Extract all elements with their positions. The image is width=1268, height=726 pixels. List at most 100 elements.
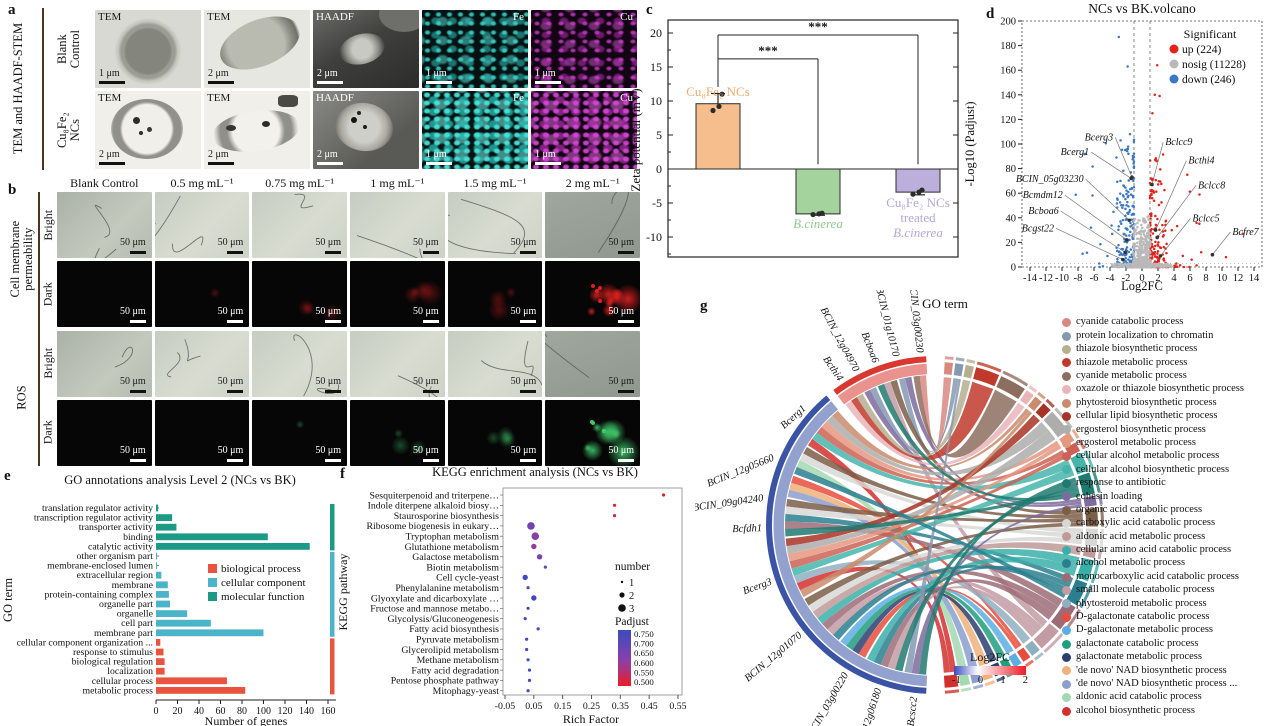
scatter-point (1119, 252, 1123, 255)
go-term-label: D-galactonate metabolic process (1076, 624, 1214, 636)
scatter-point (1151, 112, 1154, 115)
chord-ribbon (851, 381, 994, 461)
scale-bar (324, 320, 341, 323)
go-term-dot (1062, 371, 1071, 381)
chart-title: GO annotations analysis Level 2 (NCs vs … (64, 473, 296, 487)
gene-label: Bcerg3 (1085, 132, 1114, 143)
scale-bar-label: 50 μm (315, 375, 341, 387)
scatter-point (1135, 241, 1139, 244)
image-type-label: TEM (98, 92, 122, 104)
pathway-label: Sesquiterpenoid and triterpene… (370, 490, 500, 501)
debris (147, 127, 152, 132)
log2fc-tick: 2 (1022, 675, 1028, 686)
scale-bar-label: 50 μm (413, 444, 439, 456)
pathway-label: Ribosome biogenesis in eukary… (366, 521, 499, 532)
scatter-point (1131, 194, 1134, 198)
labeled-gene-point (1121, 257, 1125, 262)
scatter-point (1119, 179, 1122, 183)
group-strip (330, 504, 335, 551)
scatter-point (1136, 225, 1139, 229)
brightfield-cell: 50 μm (252, 330, 347, 397)
chord-ribbon (867, 556, 1077, 662)
go-term-dot (1062, 398, 1071, 408)
scatter-point (1147, 230, 1150, 234)
chord-ribbon (870, 378, 959, 455)
scatter-point (1162, 234, 1165, 237)
scatter-point (1115, 156, 1118, 159)
brightfield-cell: 50 μm (545, 192, 640, 258)
scatter-point (1119, 192, 1122, 195)
kegg-dot (536, 554, 543, 560)
kegg-dot (543, 565, 547, 569)
scatter-point (1150, 188, 1153, 192)
pathway-label: Biotin metabolism (426, 562, 499, 573)
scatter-point (1119, 222, 1123, 226)
scatter-point (1132, 152, 1136, 155)
particle (351, 117, 357, 123)
image-type-label: Fe (513, 11, 524, 23)
scatter-point (1163, 188, 1166, 192)
chord-ribbon (898, 378, 956, 452)
legend-item: down (246) (1182, 74, 1236, 86)
scatter-point (1123, 148, 1127, 152)
scatter-point (1124, 263, 1128, 267)
scatter-point (1132, 252, 1136, 256)
scatter-point (1117, 225, 1121, 228)
scatter-point (1157, 203, 1161, 207)
fluorescence-blob (592, 422, 602, 433)
scatter-point (1132, 160, 1136, 163)
scatter-point (1139, 229, 1143, 232)
kegg-dot (525, 637, 529, 641)
term-arc (1077, 472, 1095, 496)
scatter-point (1128, 234, 1131, 237)
scatter-point (1146, 259, 1149, 263)
go-term-dot (1062, 545, 1071, 555)
log2fc-legend-title: Log2FC (969, 650, 1010, 664)
brightfield-cell: 50 μm (154, 330, 250, 397)
scatter-point (1175, 262, 1178, 265)
scatter-point (1113, 264, 1117, 267)
category-label: localization (107, 666, 153, 677)
category-label: cell part (121, 618, 153, 629)
data-point (810, 211, 816, 218)
scatter-point (1147, 229, 1150, 232)
scatter-point (1125, 192, 1128, 196)
scatter-point (1132, 259, 1135, 263)
scale-bar-label: 1 μm (426, 68, 447, 79)
colorbar-tick: 0.750 (634, 629, 654, 639)
scatter-point (1136, 248, 1139, 252)
scatter-point (1175, 265, 1179, 269)
scale-bar-label: 50 μm (120, 375, 146, 387)
go-term-label: protein localization to chromatin (1076, 329, 1214, 341)
go-bar (156, 533, 268, 541)
scatter-point (1117, 228, 1120, 231)
bar-label-2: B.cinerea (893, 225, 943, 240)
x-tick: 14 (1249, 273, 1260, 284)
fluorescence-cell: 50 μm (57, 261, 152, 327)
colorbar-tick: 0.700 (634, 639, 654, 649)
scatter-point (1139, 254, 1142, 257)
scatter-point (1164, 229, 1167, 232)
fluorescence-blob (486, 430, 501, 446)
scatter-point (1124, 256, 1128, 260)
go-term-legend-item: cellular amino acid catabolic process (1062, 544, 1244, 557)
up-gene-arc (833, 356, 927, 395)
legend-swatch (208, 564, 217, 573)
scatter-point (1156, 256, 1160, 260)
y-tick: 60 (1006, 189, 1017, 200)
go-term-legend-item: protein localization to chromatin (1062, 329, 1244, 342)
scatter-point (1132, 138, 1136, 142)
scale-bar-label: 50 μm (510, 306, 537, 317)
kegg-dot (527, 522, 535, 530)
x-tick: -0.05 (495, 701, 516, 712)
scale-bar (324, 458, 341, 462)
fluorescence-blob (394, 429, 403, 438)
scale-bar (520, 251, 537, 254)
go-term-dot (1062, 666, 1071, 676)
legend-item: cellular component (221, 577, 306, 589)
category-label: extracellular region (77, 570, 154, 581)
category-label: membrane part (94, 628, 153, 639)
hypha-drawing (356, 235, 423, 258)
scatter-point (1149, 217, 1152, 220)
scatter-point (1153, 250, 1157, 254)
